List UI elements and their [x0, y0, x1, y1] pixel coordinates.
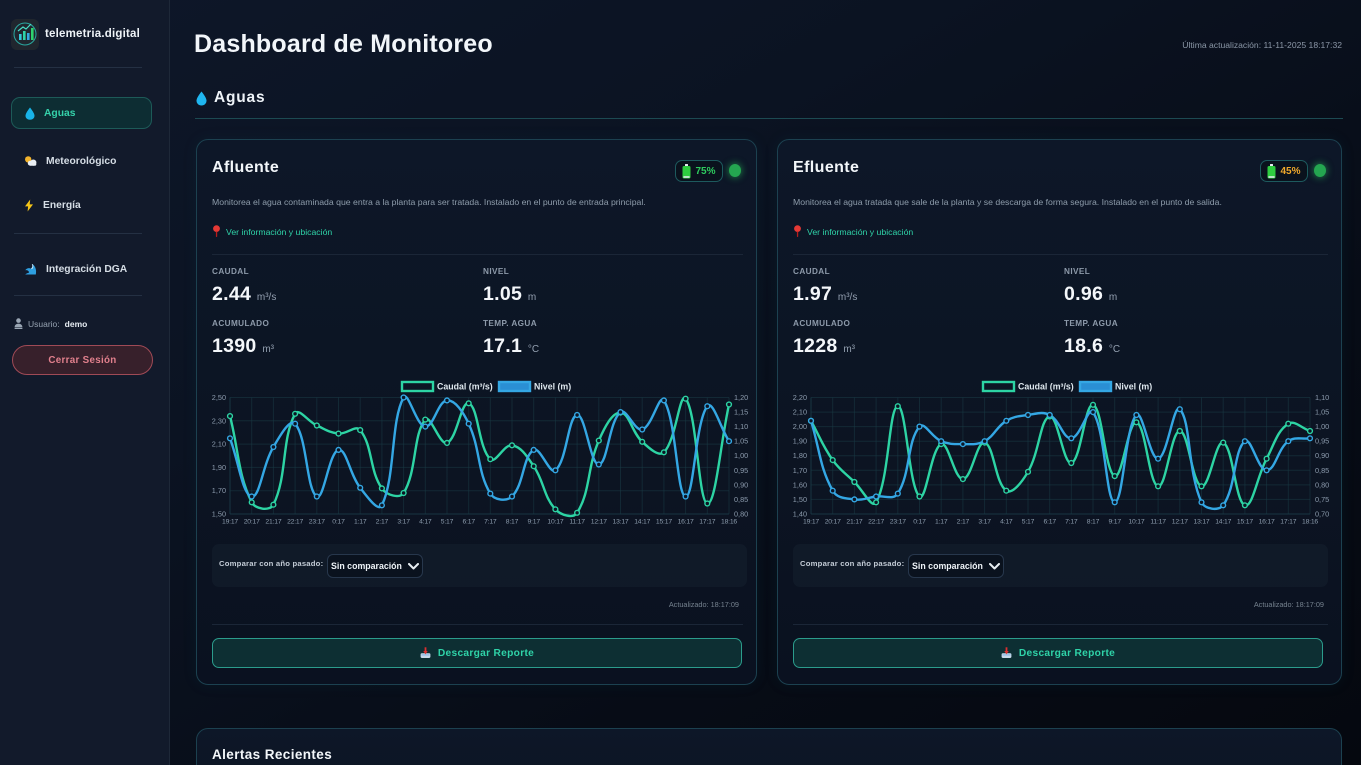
svg-text:1,90: 1,90 [212, 463, 226, 472]
svg-text:1,05: 1,05 [734, 437, 748, 446]
svg-text:23:17: 23:17 [890, 519, 906, 526]
svg-text:1,40: 1,40 [793, 510, 807, 519]
svg-text:12:17: 12:17 [1172, 519, 1188, 526]
svg-text:1,70: 1,70 [793, 466, 807, 475]
svg-text:Nivel (m): Nivel (m) [534, 382, 571, 392]
svg-text:9:17: 9:17 [1108, 519, 1121, 526]
svg-text:0,85: 0,85 [1315, 466, 1329, 475]
svg-text:2,50: 2,50 [212, 393, 226, 402]
svg-text:14:17: 14:17 [634, 519, 650, 526]
svg-text:2,20: 2,20 [793, 393, 807, 402]
svg-text:9:17: 9:17 [527, 519, 540, 526]
svg-text:0,70: 0,70 [1315, 510, 1329, 519]
svg-text:11:17: 11:17 [1150, 519, 1166, 526]
svg-text:20:17: 20:17 [825, 519, 841, 526]
svg-text:0,95: 0,95 [1315, 437, 1329, 446]
svg-text:11:17: 11:17 [569, 519, 585, 526]
svg-text:0,90: 0,90 [1315, 451, 1329, 460]
svg-text:17:17: 17:17 [1280, 519, 1296, 526]
svg-text:21:17: 21:17 [265, 519, 281, 526]
svg-text:1,80: 1,80 [793, 451, 807, 460]
svg-text:22:17: 22:17 [868, 519, 884, 526]
svg-text:14:17: 14:17 [1215, 519, 1231, 526]
svg-text:18:16: 18:16 [1302, 519, 1318, 526]
svg-text:Caudal (m³/s): Caudal (m³/s) [437, 382, 493, 392]
svg-text:4:17: 4:17 [419, 519, 432, 526]
svg-text:2:17: 2:17 [957, 519, 970, 526]
svg-text:21:17: 21:17 [846, 519, 862, 526]
svg-text:1,10: 1,10 [734, 422, 748, 431]
svg-text:23:17: 23:17 [309, 519, 325, 526]
svg-text:15:17: 15:17 [656, 519, 672, 526]
svg-text:1:17: 1:17 [354, 519, 367, 526]
svg-text:1,60: 1,60 [793, 480, 807, 489]
svg-text:1,00: 1,00 [1315, 422, 1329, 431]
svg-text:Nivel (m): Nivel (m) [1115, 382, 1152, 392]
svg-text:0,75: 0,75 [1315, 495, 1329, 504]
svg-text:3:17: 3:17 [397, 519, 410, 526]
svg-text:19:17: 19:17 [222, 519, 238, 526]
svg-text:1,70: 1,70 [212, 486, 226, 495]
svg-text:1,15: 1,15 [734, 408, 748, 417]
svg-text:6:17: 6:17 [1043, 519, 1056, 526]
svg-text:1,05: 1,05 [1315, 408, 1329, 417]
svg-text:7:17: 7:17 [1065, 519, 1078, 526]
svg-text:19:17: 19:17 [803, 519, 819, 526]
svg-text:0,85: 0,85 [734, 495, 748, 504]
svg-text:18:16: 18:16 [721, 519, 737, 526]
svg-text:7:17: 7:17 [484, 519, 497, 526]
svg-text:10:17: 10:17 [547, 519, 563, 526]
svg-text:2,00: 2,00 [793, 422, 807, 431]
svg-text:0,95: 0,95 [734, 466, 748, 475]
svg-text:2:17: 2:17 [376, 519, 389, 526]
svg-text:0,80: 0,80 [734, 510, 748, 519]
svg-text:15:17: 15:17 [1237, 519, 1253, 526]
svg-text:22:17: 22:17 [287, 519, 303, 526]
svg-text:2,10: 2,10 [212, 440, 226, 449]
svg-text:5:17: 5:17 [1022, 519, 1035, 526]
svg-text:16:17: 16:17 [678, 519, 694, 526]
svg-text:1,10: 1,10 [1315, 393, 1329, 402]
svg-text:8:17: 8:17 [506, 519, 519, 526]
svg-text:1,50: 1,50 [212, 510, 226, 519]
svg-text:20:17: 20:17 [244, 519, 260, 526]
svg-text:1,90: 1,90 [793, 437, 807, 446]
svg-text:0,90: 0,90 [734, 480, 748, 489]
svg-text:10:17: 10:17 [1128, 519, 1144, 526]
svg-text:1,50: 1,50 [793, 495, 807, 504]
svg-text:5:17: 5:17 [441, 519, 454, 526]
svg-text:1,20: 1,20 [734, 393, 748, 402]
svg-text:17:17: 17:17 [699, 519, 715, 526]
svg-text:8:17: 8:17 [1087, 519, 1100, 526]
svg-text:3:17: 3:17 [978, 519, 991, 526]
svg-text:0:17: 0:17 [913, 519, 926, 526]
svg-text:0,80: 0,80 [1315, 480, 1329, 489]
svg-text:13:17: 13:17 [612, 519, 628, 526]
svg-text:16:17: 16:17 [1259, 519, 1275, 526]
svg-text:Caudal (m³/s): Caudal (m³/s) [1018, 382, 1074, 392]
svg-text:12:17: 12:17 [591, 519, 607, 526]
svg-text:2,30: 2,30 [212, 416, 226, 425]
svg-text:1:17: 1:17 [935, 519, 948, 526]
svg-text:0:17: 0:17 [332, 519, 345, 526]
svg-text:6:17: 6:17 [462, 519, 475, 526]
svg-text:1,00: 1,00 [734, 451, 748, 460]
svg-text:4:17: 4:17 [1000, 519, 1013, 526]
svg-text:2,10: 2,10 [793, 408, 807, 417]
svg-text:13:17: 13:17 [1193, 519, 1209, 526]
